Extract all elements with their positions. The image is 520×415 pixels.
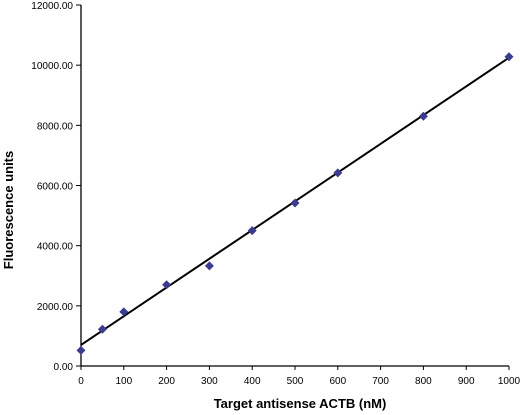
y-tick-label: 2000.00 bbox=[37, 302, 74, 313]
data-point bbox=[418, 111, 428, 121]
x-tick-label: 300 bbox=[201, 376, 218, 387]
data-point bbox=[290, 198, 300, 208]
x-axis-label: Target antisense ACTB (nM) bbox=[214, 396, 387, 411]
data-point bbox=[119, 307, 129, 317]
data-point bbox=[76, 345, 86, 355]
x-tick-label: 600 bbox=[329, 376, 346, 387]
x-tick-label: 500 bbox=[287, 376, 304, 387]
x-tick-label: 200 bbox=[158, 376, 175, 387]
data-point bbox=[504, 52, 514, 62]
y-tick-label: 4000.00 bbox=[37, 242, 74, 253]
data-point bbox=[97, 324, 107, 334]
y-tick-label: 6000.00 bbox=[37, 182, 74, 193]
x-tick-label: 400 bbox=[244, 376, 261, 387]
data-point bbox=[333, 168, 343, 178]
y-tick-label: 0.00 bbox=[54, 362, 74, 373]
ticks: 0.00 2000.00 4000.00 6000.00 8000.00 10000.00… bbox=[31, 1, 520, 387]
x-tick-label: 700 bbox=[372, 376, 389, 387]
axes bbox=[80, 5, 509, 367]
x-tick-label: 1000 bbox=[498, 376, 520, 387]
data-point bbox=[247, 226, 257, 236]
x-tick-label: 100 bbox=[115, 376, 132, 387]
data-point bbox=[204, 261, 214, 271]
x-tick-label: 0 bbox=[78, 376, 84, 387]
y-tick-label: 10000.00 bbox=[31, 61, 73, 72]
data-point bbox=[162, 280, 172, 290]
y-axis-label: Fluorescence units bbox=[1, 151, 16, 269]
x-tick-label: 900 bbox=[458, 376, 475, 387]
y-tick-label: 8000.00 bbox=[37, 121, 74, 132]
data-points bbox=[76, 52, 514, 355]
x-tick-label: 800 bbox=[415, 376, 432, 387]
y-tick-label: 12000.00 bbox=[31, 1, 73, 12]
